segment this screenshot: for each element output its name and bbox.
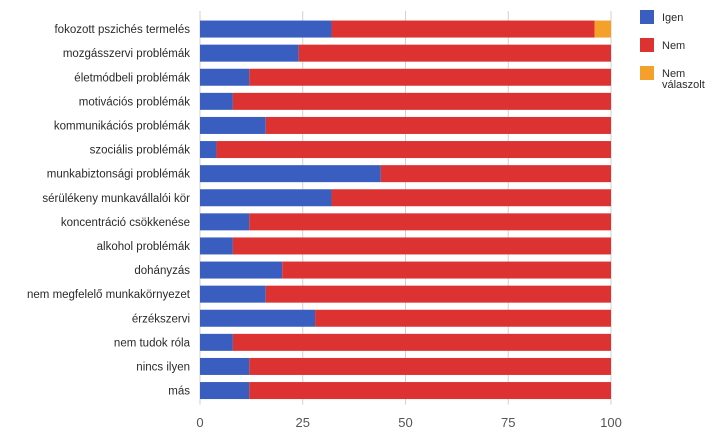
bar-segment	[200, 382, 250, 400]
category-label: sérülékeny munkavállalói kör	[42, 193, 190, 205]
bar-segment	[232, 333, 611, 351]
bar-segment	[200, 20, 332, 38]
bar-segment	[298, 44, 611, 62]
bar-segment	[265, 116, 611, 134]
bar-segment	[200, 213, 250, 231]
bar-segment	[200, 333, 233, 351]
legend-label: Nem	[662, 40, 685, 52]
category-label: alkohol problémák	[97, 241, 191, 253]
bar-segment	[315, 309, 611, 327]
category-label: nincs ilyen	[136, 361, 190, 373]
bar-segment	[249, 357, 611, 375]
bar-segment	[265, 285, 611, 303]
bar-segment	[200, 261, 283, 279]
bar-segment	[200, 116, 266, 134]
x-tick-label: 0	[196, 415, 203, 430]
x-tick-label: 75	[501, 415, 515, 430]
bar-segment	[200, 237, 233, 255]
bar-segment	[200, 92, 233, 110]
x-tick-label: 100	[600, 415, 622, 430]
legend-swatch	[640, 38, 654, 52]
bar-segment	[232, 92, 611, 110]
category-label: más	[168, 386, 190, 398]
bar-segment	[200, 285, 266, 303]
bars	[200, 20, 611, 400]
legend-swatch	[640, 66, 654, 80]
bar-segment	[200, 68, 250, 86]
bar-segment	[331, 189, 611, 207]
category-labels: fokozott pszichés termelés mozgásszervi p…	[27, 24, 191, 398]
category-label: fokozott pszichés termelés	[54, 24, 190, 36]
category-label: mozgásszervi problémák	[63, 48, 190, 60]
category-label: koncentráció csökkenése	[61, 217, 190, 229]
bar-segment	[200, 189, 332, 207]
bar-segment	[249, 213, 611, 231]
bar-segment	[331, 20, 595, 38]
bar-segment	[282, 261, 611, 279]
category-label: dohányzás	[134, 265, 190, 277]
x-tick-label: 50	[398, 415, 412, 430]
legend-label: Igen	[662, 12, 683, 24]
bar-segment	[200, 44, 299, 62]
category-label: érzékszervi	[132, 313, 190, 325]
category-label: nem tudok róla	[114, 337, 191, 349]
legend-label: Nem válaszolt	[662, 68, 705, 91]
bar-segment	[200, 165, 381, 183]
x-axis-ticks: 0 25 50 75 100	[196, 415, 621, 430]
legend-swatch	[640, 10, 654, 24]
bar-segment	[200, 141, 217, 159]
legend: Igen Nem Nem válaszolt	[640, 10, 705, 91]
bar-segment	[249, 382, 611, 400]
x-tick-label: 25	[296, 415, 310, 430]
bar-segment	[216, 141, 611, 159]
bar-segment	[200, 309, 316, 327]
category-label: kommunikációs problémák	[54, 120, 190, 132]
bar-segment	[249, 68, 611, 86]
category-label: életmódbeli problémák	[74, 72, 190, 84]
bar-segment	[380, 165, 611, 183]
category-label: szociális problémák	[90, 145, 191, 157]
bar-segment	[594, 20, 611, 38]
category-label: munkabiztonsági problémák	[47, 169, 190, 181]
bar-segment	[232, 237, 611, 255]
category-label: motivációs problémák	[79, 96, 190, 108]
category-label: nem megfelelő munkakörnyezet	[27, 289, 191, 301]
bar-segment	[200, 357, 250, 375]
